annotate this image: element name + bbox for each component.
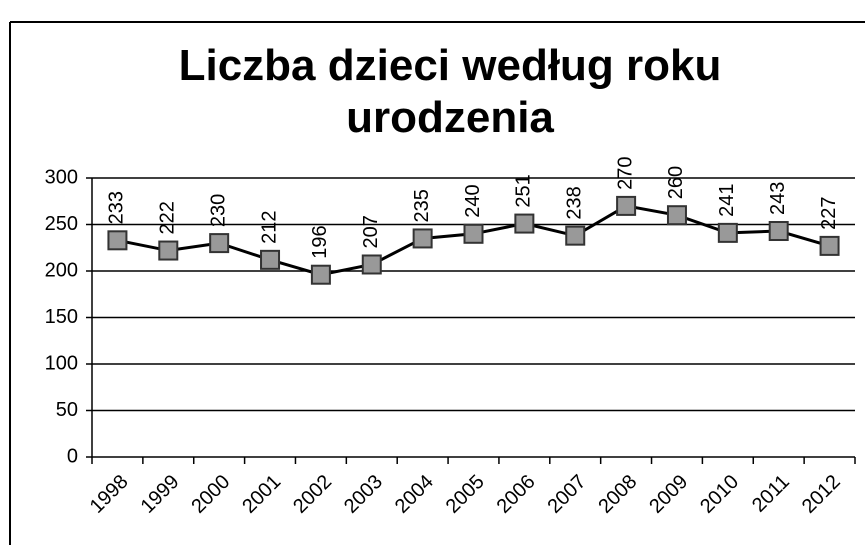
marker (412, 228, 433, 249)
data-label: 270 (614, 157, 636, 190)
x-tick-label: 2010 (696, 471, 743, 518)
x-tick-label: 2009 (645, 471, 692, 518)
x-tick-label: 2001 (238, 471, 285, 518)
marker (260, 249, 281, 270)
marker (565, 225, 586, 246)
x-tick-label: 2012 (798, 471, 845, 518)
y-tick-label: 300 (45, 166, 78, 188)
data-label: 227 (818, 197, 840, 230)
y-tick-label: 200 (45, 259, 78, 281)
marker (310, 264, 331, 285)
data-label: 196 (309, 225, 331, 258)
data-label: 241 (716, 183, 738, 216)
marker (209, 233, 230, 254)
x-tick-label: 2005 (442, 471, 489, 518)
y-tick-label: 0 (67, 445, 78, 467)
x-tick-label: 1999 (137, 471, 184, 518)
data-label: 207 (360, 215, 382, 248)
data-label: 230 (207, 194, 229, 227)
marker (158, 240, 179, 261)
marker (514, 213, 535, 234)
x-tick-label: 2008 (594, 471, 641, 518)
x-tick-label: 2003 (340, 471, 387, 518)
data-label: 243 (767, 182, 789, 215)
x-tick-label: 2002 (289, 471, 336, 518)
data-label: 251 (513, 174, 535, 207)
marker (616, 195, 637, 216)
y-tick-label: 150 (45, 306, 78, 328)
data-label: 233 (106, 191, 128, 224)
marker (361, 254, 382, 275)
x-tick-label: 2000 (187, 471, 234, 518)
data-label: 240 (462, 184, 484, 217)
data-label: 238 (564, 186, 586, 219)
y-tick-label: 250 (45, 213, 78, 235)
x-tick-label: 2004 (391, 471, 438, 518)
x-tick-label: 2007 (543, 471, 590, 518)
marker (463, 223, 484, 244)
marker (768, 221, 789, 242)
data-label: 260 (665, 166, 687, 199)
y-tick-label: 100 (45, 352, 78, 374)
data-label: 222 (157, 201, 179, 234)
marker (666, 205, 687, 226)
data-label: 235 (411, 189, 433, 222)
marker (107, 230, 128, 251)
marker (717, 222, 738, 243)
chart-title: Liczba dzieci według roku urodzenia (178, 41, 722, 142)
x-tick-label: 2011 (748, 471, 794, 517)
data-label: 212 (258, 210, 280, 243)
marker (819, 235, 840, 256)
x-tick-label: 1998 (86, 471, 133, 518)
y-tick-label: 50 (56, 399, 78, 421)
x-tick-label: 2006 (493, 471, 540, 518)
